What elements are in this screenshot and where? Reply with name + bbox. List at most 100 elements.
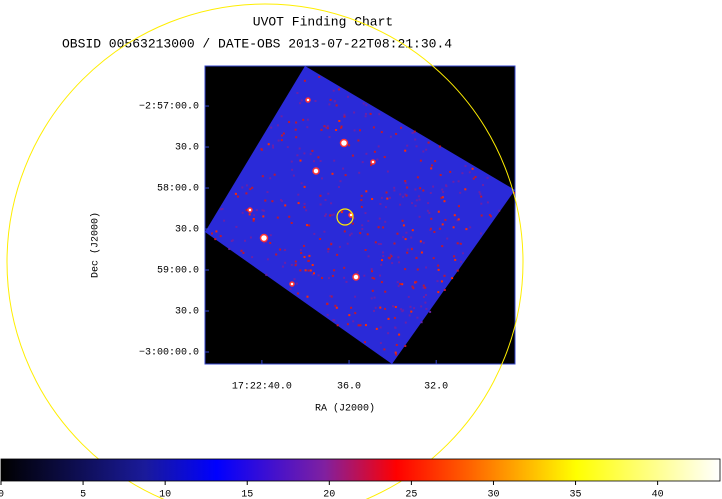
noise-pixel	[328, 136, 331, 138]
noise-pixel	[289, 288, 292, 290]
noise-pixel	[272, 146, 275, 149]
noise-pixel	[389, 253, 392, 256]
noise-pixel	[418, 215, 421, 218]
noise-pixel	[371, 289, 374, 292]
noise-pixel	[253, 214, 256, 217]
noise-pixel	[330, 243, 333, 246]
noise-pixel	[393, 186, 396, 189]
noise-pixel	[330, 202, 333, 205]
noise-pixel	[360, 205, 363, 208]
noise-pixel	[272, 144, 274, 147]
y-tick-label: 30.0	[175, 225, 199, 236]
noise-pixel	[294, 264, 297, 267]
noise-pixel	[311, 273, 314, 276]
noise-pixel	[277, 139, 280, 142]
noise-pixel	[391, 262, 394, 265]
noise-pixel	[389, 135, 392, 138]
noise-pixel	[292, 174, 295, 177]
noise-pixel	[384, 307, 386, 310]
noise-pixel	[396, 232, 399, 235]
noise-pixel	[464, 188, 467, 191]
noise-pixel	[336, 324, 339, 327]
noise-pixel	[307, 269, 310, 272]
noise-pixel	[417, 195, 420, 198]
noise-pixel	[306, 126, 309, 129]
noise-pixel	[273, 173, 276, 176]
noise-pixel	[410, 310, 413, 313]
noise-pixel	[379, 274, 381, 277]
noise-pixel	[440, 196, 443, 199]
noise-pixel	[320, 128, 323, 131]
noise-pixel	[344, 174, 347, 177]
noise-pixel	[415, 280, 418, 283]
noise-pixel	[290, 160, 293, 163]
noise-pixel	[242, 251, 245, 254]
chart-subtitle: OBSID 00563213000 / DATE-OBS 2013-07-22T…	[62, 36, 452, 51]
noise-pixel	[340, 125, 343, 128]
noise-pixel	[490, 215, 492, 218]
noise-pixel	[404, 193, 407, 196]
stars	[247, 97, 376, 287]
noise-pixel	[262, 209, 265, 212]
noise-pixel	[413, 130, 416, 133]
colorbar-tick-label: 15	[241, 490, 253, 499]
noise-pixel	[387, 332, 390, 335]
noise-pixel	[398, 333, 401, 336]
noise-pixel	[416, 268, 419, 271]
noise-pixel	[453, 214, 456, 217]
noise-pixel	[299, 102, 302, 105]
noise-pixel	[443, 200, 446, 203]
noise-pixel	[452, 180, 455, 183]
noise-pixel	[404, 182, 407, 184]
noise-pixel	[324, 214, 326, 217]
noise-pixel	[437, 291, 440, 294]
noise-pixel	[498, 209, 501, 212]
noise-pixel	[364, 212, 367, 215]
noise-pixel	[332, 89, 335, 92]
noise-pixel	[338, 88, 340, 91]
noise-pixel	[415, 199, 418, 202]
noise-pixel	[401, 283, 404, 286]
noise-pixel	[365, 152, 368, 155]
x-tick-label: 36.0	[337, 382, 361, 393]
noise-pixel	[439, 174, 442, 176]
noise-pixel	[472, 177, 475, 180]
noise-pixel	[443, 274, 446, 277]
noise-pixel	[329, 214, 332, 217]
x-axis-label: RA (J2000)	[315, 403, 375, 415]
noise-pixel	[347, 95, 349, 98]
noise-pixel	[350, 232, 353, 235]
noise-pixel	[420, 305, 423, 308]
colorbar-tick-label: 10	[159, 490, 171, 499]
noise-pixel	[361, 224, 364, 227]
noise-pixel	[365, 104, 368, 107]
noise-pixel	[432, 257, 435, 260]
noise-pixel	[234, 192, 237, 195]
noise-pixel	[396, 281, 399, 284]
noise-pixel	[343, 230, 346, 233]
noise-pixel	[326, 313, 329, 316]
noise-pixel	[271, 200, 274, 203]
noise-pixel	[357, 139, 360, 142]
noise-pixel	[281, 134, 283, 137]
noise-pixel	[361, 161, 364, 164]
noise-pixel	[348, 144, 351, 147]
noise-pixel	[398, 261, 401, 264]
noise-pixel	[335, 306, 338, 309]
noise-pixel	[382, 255, 385, 257]
noise-pixel	[456, 219, 459, 222]
noise-pixel	[401, 310, 404, 313]
noise-pixel	[364, 341, 366, 344]
noise-pixel	[338, 245, 341, 248]
noise-pixel	[441, 245, 444, 248]
noise-pixel	[405, 194, 408, 197]
colorbar	[0, 458, 721, 482]
noise-pixel	[379, 203, 382, 205]
colorbar-tick-label: 0	[0, 490, 4, 499]
noise-pixel	[354, 295, 357, 298]
noise-pixel	[404, 149, 407, 152]
noise-pixel	[425, 148, 428, 151]
noise-pixel	[317, 274, 320, 277]
noise-pixel	[380, 131, 383, 134]
noise-pixel	[379, 326, 382, 329]
